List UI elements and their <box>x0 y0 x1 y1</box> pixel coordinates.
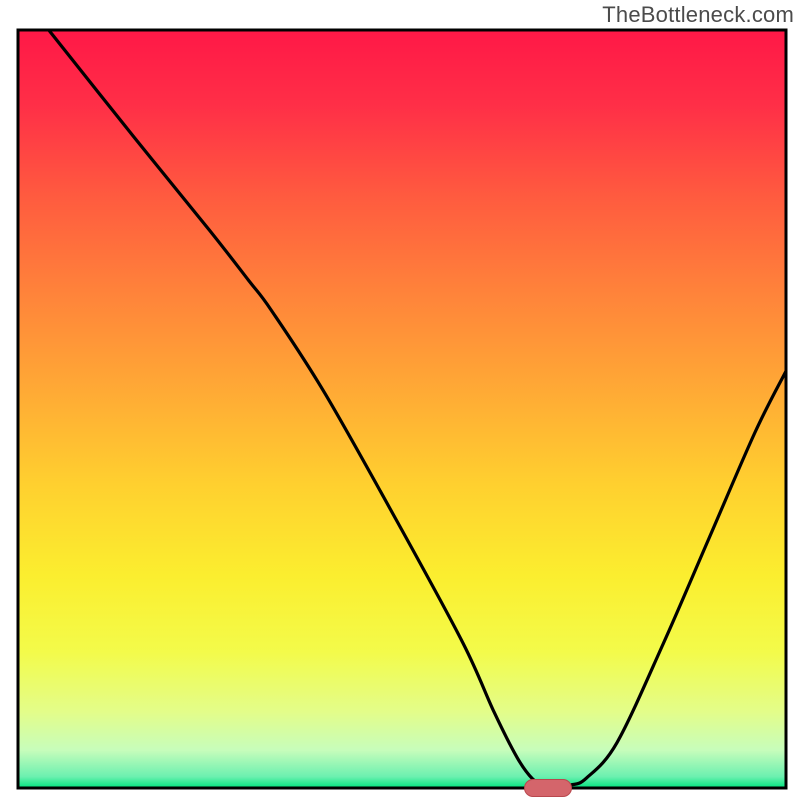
chart-container: TheBottleneck.com <box>0 0 800 800</box>
optimal-marker <box>524 779 572 797</box>
watermark-text: TheBottleneck.com <box>602 2 794 28</box>
bottleneck-chart <box>0 0 800 800</box>
gradient-background <box>18 30 786 788</box>
